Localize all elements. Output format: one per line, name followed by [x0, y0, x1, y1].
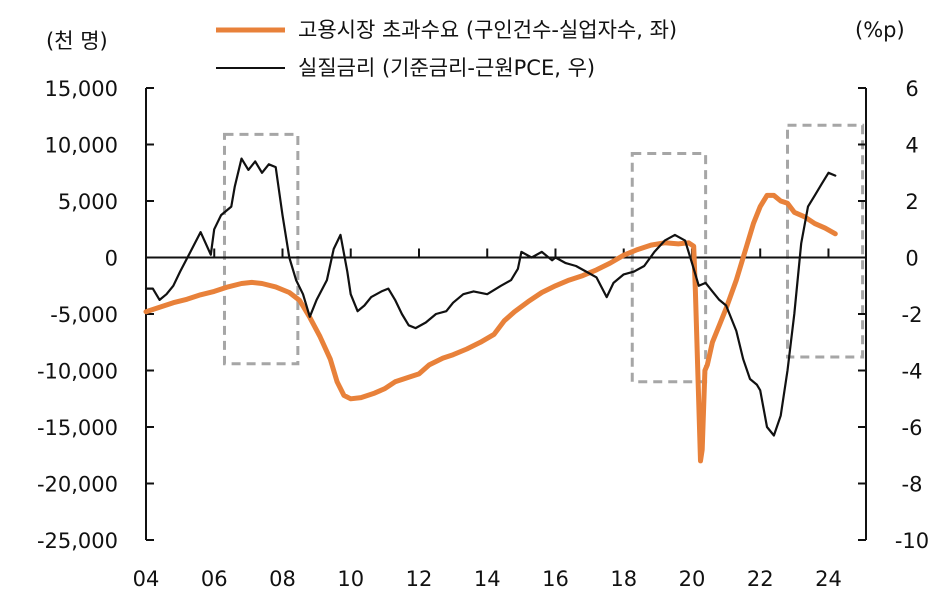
- left-tick-label: -15,000: [37, 416, 118, 440]
- left-tick-label: -5,000: [50, 303, 118, 327]
- x-tick-label: 06: [201, 567, 228, 591]
- x-tick-label: 16: [542, 567, 569, 591]
- series-line-real-rate: [144, 157, 837, 437]
- left-tick-label: 15,000: [45, 77, 118, 101]
- x-tick-label: 18: [610, 567, 637, 591]
- right-tick-label: 0: [905, 247, 918, 271]
- left-tick-label: -20,000: [37, 473, 118, 497]
- right-tick-label: 4: [905, 134, 918, 158]
- right-tick-label: -4: [902, 360, 923, 384]
- left-axis-unit: (천 명): [46, 29, 108, 53]
- highlight-box-3: [786, 123, 865, 359]
- right-tick-label: -10: [895, 529, 929, 553]
- left-tick-label: 0: [105, 247, 118, 271]
- series-line-employment-excess-demand: [143, 192, 838, 464]
- left-tick-label: 5,000: [58, 190, 118, 214]
- left-tick-label: 10,000: [45, 134, 118, 158]
- x-tick-label: 12: [406, 567, 433, 591]
- right-tick-label: -6: [902, 416, 923, 440]
- right-axis-unit: (%p): [855, 18, 905, 42]
- x-tick-label: 04: [133, 567, 160, 591]
- plot-area: 15,000 10,000 5,000 0 -5,000 -10,000 -15,000 -2…: [37, 77, 929, 591]
- right-tick-label: -8: [902, 473, 923, 497]
- legend: 고용시장 초과수요 (구인건수-실업자수, 좌) 실질금리 (기준금리-근원PC…: [216, 18, 677, 80]
- highlight-box-1: [222, 132, 300, 366]
- right-tick-label: 2: [905, 190, 918, 214]
- x-tick-label: 10: [337, 567, 364, 591]
- x-tick-label: 08: [269, 567, 296, 591]
- legend-label-employment: 고용시장 초과수요 (구인건수-실업자수, 좌): [298, 18, 677, 42]
- right-tick-label: 6: [905, 77, 918, 101]
- highlight-box-2: [630, 152, 708, 384]
- legend-label-real-rate: 실질금리 (기준금리-근원PCE, 우): [298, 56, 595, 80]
- x-tick-label: 14: [474, 567, 501, 591]
- right-tick-label: -2: [902, 303, 923, 327]
- x-tick-label: 22: [747, 567, 774, 591]
- x-tick-label: 24: [815, 567, 842, 591]
- x-tick-label: 20: [679, 567, 706, 591]
- left-tick-label: -25,000: [37, 529, 118, 553]
- left-tick-label: -10,000: [37, 360, 118, 384]
